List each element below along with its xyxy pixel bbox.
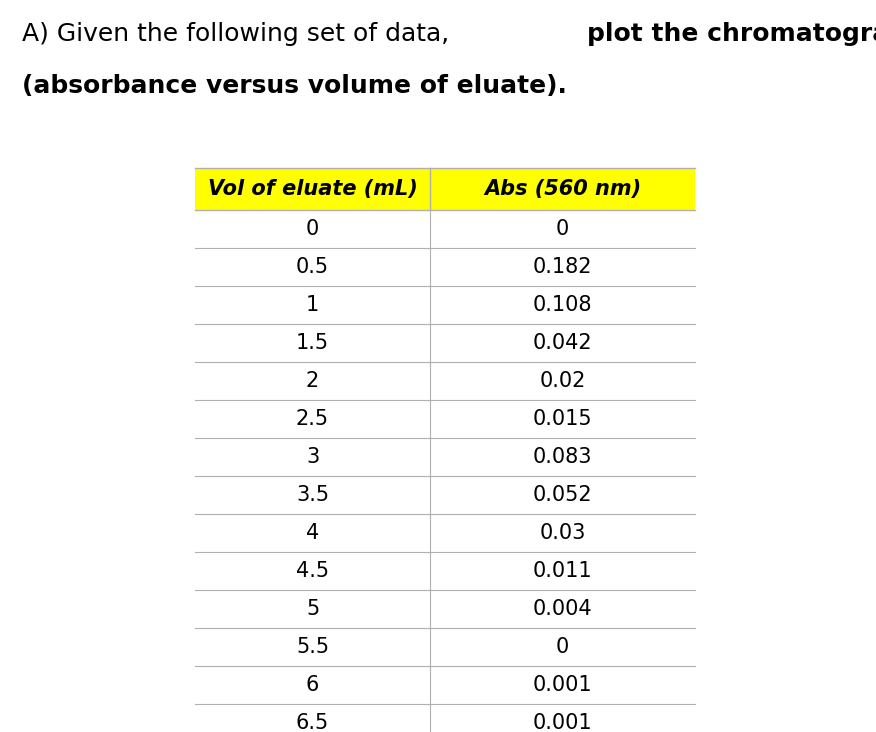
Text: 2.5: 2.5 [296,409,329,429]
Text: 0.042: 0.042 [533,333,592,353]
Text: 4: 4 [306,523,319,543]
Text: (absorbance versus volume of eluate).: (absorbance versus volume of eluate). [22,74,567,98]
Text: 0.03: 0.03 [540,523,586,543]
Text: Abs (560 nm): Abs (560 nm) [484,179,641,199]
Text: 2: 2 [306,371,319,391]
Text: 0.015: 0.015 [533,409,592,429]
Text: 0: 0 [556,637,569,657]
Text: 0.052: 0.052 [533,485,592,505]
Text: 6.5: 6.5 [296,713,329,732]
Text: 0.5: 0.5 [296,257,329,277]
Text: 4.5: 4.5 [296,561,329,581]
Text: Vol of eluate (mL): Vol of eluate (mL) [208,179,417,199]
Text: 0.001: 0.001 [533,675,592,695]
Text: 0.083: 0.083 [533,447,592,467]
Text: plot the chromatogram: plot the chromatogram [587,22,876,46]
Text: 0.02: 0.02 [540,371,586,391]
Text: 3: 3 [306,447,319,467]
Text: 3.5: 3.5 [296,485,329,505]
Text: A) Given the following set of data,: A) Given the following set of data, [22,22,457,46]
Text: 5: 5 [306,599,319,619]
Text: 1: 1 [306,295,319,315]
Text: 0.001: 0.001 [533,713,592,732]
Bar [195,168,695,210]
Text: 0.182: 0.182 [533,257,592,277]
Text: 0: 0 [306,219,319,239]
Text: 0.108: 0.108 [533,295,592,315]
Text: 1.5: 1.5 [296,333,329,353]
Text: 0.004: 0.004 [533,599,592,619]
Text: 5.5: 5.5 [296,637,329,657]
Text: 0: 0 [556,219,569,239]
Text: 6: 6 [306,675,319,695]
Text: 0.011: 0.011 [533,561,592,581]
